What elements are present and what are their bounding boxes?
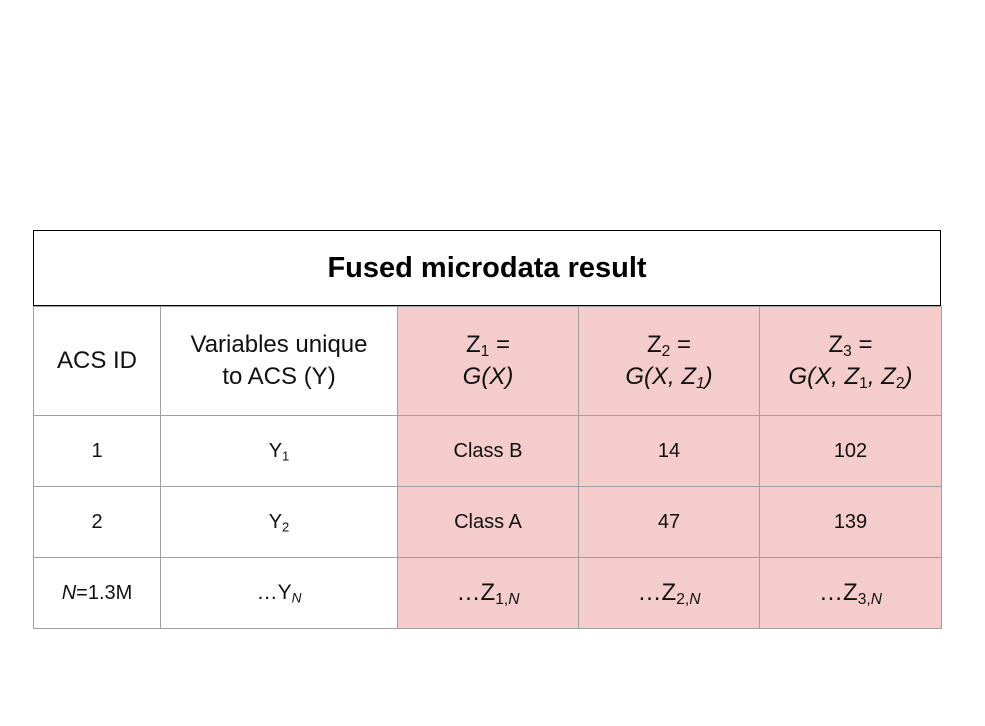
title: Fused microdata result: [33, 230, 941, 306]
cell: …Z2,N: [578, 557, 760, 629]
text: 1: [91, 439, 103, 462]
subscript: N: [292, 590, 302, 605]
text: …Z: [819, 579, 858, 606]
text: Class A: [454, 510, 522, 533]
text: 2: [91, 510, 103, 533]
cell: …Z3,N: [759, 557, 942, 629]
header-cell: Z1 = G(X): [397, 306, 579, 416]
text: N: [689, 590, 701, 608]
cell: 47: [578, 486, 760, 558]
text: N: [291, 590, 302, 606]
table: ACS ID Variables unique to ACS (Y) Z1 = G…: [33, 306, 942, 629]
cell: Class B: [397, 415, 579, 487]
header-cell: Z3 = G(X, Z1, Z2): [759, 306, 942, 416]
text: Z: [646, 331, 662, 358]
text: G(X, Z: [788, 363, 860, 390]
text: Z: [465, 331, 481, 358]
text: 47: [657, 510, 681, 533]
subscript: 2: [661, 342, 671, 360]
subscript: 2,N: [676, 591, 700, 608]
text: =: [851, 331, 873, 358]
text: 102: [833, 439, 868, 462]
subscript: 3,N: [858, 591, 882, 608]
text: 3,: [857, 590, 871, 608]
text: G(X): [462, 363, 514, 390]
text: =: [489, 331, 511, 358]
cell: 1: [33, 415, 161, 487]
text: Y: [268, 439, 283, 462]
text: 139: [833, 510, 868, 533]
subscript: 1: [480, 342, 490, 360]
subscript: 2: [895, 374, 905, 392]
header-row: ACS ID Variables unique to ACS (Y) Z1 = G…: [33, 306, 942, 416]
text: 2,: [676, 590, 690, 608]
header-cell: ACS ID: [33, 306, 161, 416]
cell: Y2: [160, 486, 398, 558]
text: ): [904, 363, 913, 390]
text: N: [508, 590, 520, 608]
header-cell: Variables unique to ACS (Y): [160, 306, 398, 416]
subscript: 3: [843, 342, 852, 360]
text: N: [870, 590, 882, 608]
subscript: 1: [696, 375, 705, 392]
text: =: [670, 331, 692, 358]
text: …Z: [637, 579, 677, 606]
subscript: 1,N: [495, 591, 519, 608]
cell: Class A: [397, 486, 579, 558]
header-cell: Z2 = G(X, Z1): [578, 306, 760, 416]
text: Class B: [453, 439, 523, 462]
cell: N=1.3M: [33, 557, 161, 629]
cell: 139: [759, 486, 942, 558]
text: ): [704, 363, 713, 390]
text: 1: [695, 374, 705, 392]
text: Variables unique to ACS (Y): [190, 331, 368, 390]
row: 1 Y1 Class B 14 102: [33, 415, 942, 487]
text: 1,: [495, 590, 509, 608]
text: N: [61, 581, 77, 604]
subscript: 2: [282, 518, 290, 534]
row: N=1.3M …YN …Z1,N …Z2,N …Z3,N: [33, 557, 942, 629]
subscript: 1: [859, 374, 868, 392]
cell: 2: [33, 486, 161, 558]
text: Z: [828, 331, 844, 358]
cell: …YN: [160, 557, 398, 629]
text: =1.3M: [76, 581, 133, 604]
table-diagram: Fused microdata result ACS ID Variables …: [33, 230, 942, 629]
text: Y: [268, 510, 283, 533]
text: , Z: [867, 363, 896, 390]
cell: 14: [578, 415, 760, 487]
cell: …Z1,N: [397, 557, 579, 629]
text: ACS ID: [56, 347, 137, 374]
cell: Y1: [160, 415, 398, 487]
text: …Y: [256, 581, 292, 604]
text: G(X, Z: [625, 363, 696, 390]
subscript: 1: [282, 447, 290, 463]
text: 14: [657, 439, 681, 462]
cell: 102: [759, 415, 942, 487]
text: …Z: [456, 579, 496, 606]
row: 2 Y2 Class A 47 139: [33, 486, 942, 558]
